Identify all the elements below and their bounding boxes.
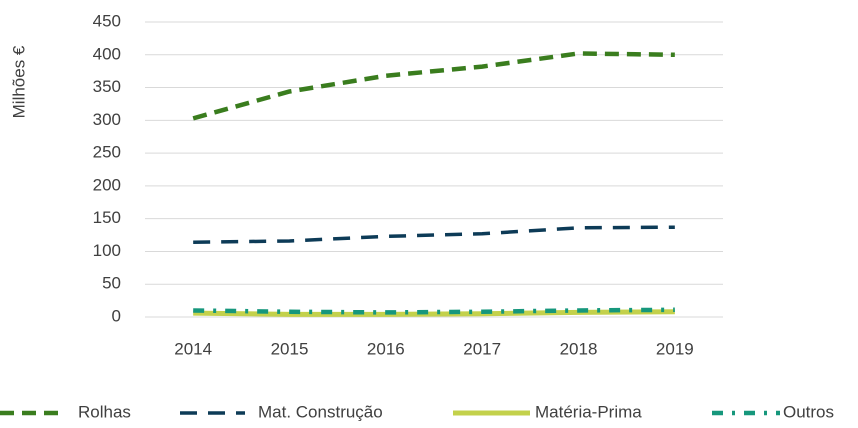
x-tick-label: 2014 [174, 339, 212, 358]
y-tick-label: 200 [93, 175, 121, 194]
x-tick-label: 2017 [463, 339, 501, 358]
y-tick-label: 100 [93, 241, 121, 260]
legend-label: Matéria-Prima [535, 402, 642, 421]
y-tick-label: 400 [93, 44, 121, 63]
y-axis-label: Milhões € [9, 45, 28, 118]
legend-label: Outros [783, 402, 834, 421]
series-line [192, 51, 675, 121]
series-line [193, 309, 675, 317]
y-tick-label: 250 [93, 143, 121, 162]
legend-label: Mat. Construção [258, 402, 383, 421]
y-tick-label: 0 [112, 306, 121, 325]
series-line [193, 225, 675, 245]
x-tick-label: 2016 [367, 339, 405, 358]
y-tick-label: 350 [93, 77, 121, 96]
legend-label: Rolhas [78, 402, 131, 421]
y-tick-label: 150 [93, 208, 121, 227]
y-tick-label: 300 [93, 110, 121, 129]
y-tick-label: 50 [102, 274, 121, 293]
y-tick-label: 450 [93, 11, 121, 30]
x-tick-label: 2019 [656, 339, 694, 358]
x-tick-label: 2015 [271, 339, 309, 358]
x-tick-label: 2018 [560, 339, 598, 358]
